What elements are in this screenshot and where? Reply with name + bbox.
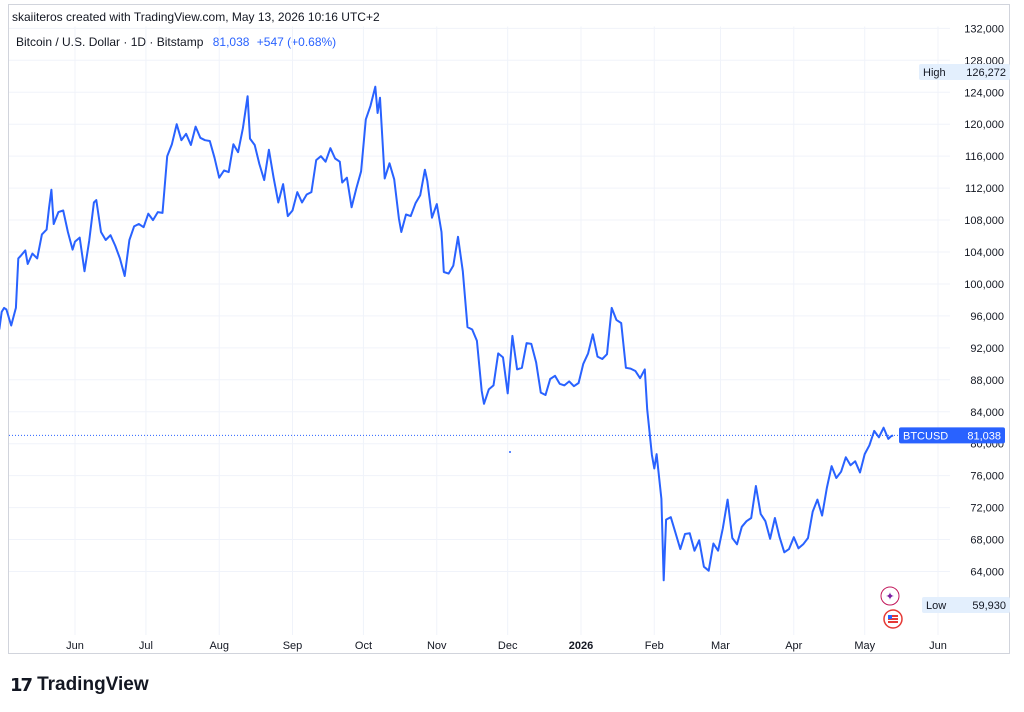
high-badge-label: High xyxy=(923,67,946,79)
y-tick-label: 104,000 xyxy=(964,247,1004,259)
y-tick-label: 92,000 xyxy=(970,343,1004,355)
legend-change: +547 (+0.68%) xyxy=(256,35,337,49)
high-badge-value: 126,272 xyxy=(966,67,1006,79)
tradingview-mark-icon: 17 xyxy=(10,674,33,696)
x-tick-label: Feb xyxy=(645,640,664,652)
grid-lines xyxy=(9,26,950,635)
x-tick-label: Jun xyxy=(66,640,84,652)
x-tick-label: Mar xyxy=(711,640,730,652)
x-tick-label: Aug xyxy=(209,640,229,652)
x-tick-label: Jun xyxy=(929,640,947,652)
symbol-title: Bitcoin / U.S. Dollar · 1D · Bitstamp xyxy=(16,35,204,49)
low-badge-bg xyxy=(922,597,1010,613)
chart-frame xyxy=(8,4,1010,654)
y-tick-label: 96,000 xyxy=(970,311,1004,323)
y-tick-label: 72,000 xyxy=(970,503,1004,515)
y-axis: 64,00068,00072,00076,00080,00084,00088,0… xyxy=(964,23,1004,578)
x-tick-label: Jul xyxy=(139,640,153,652)
x-tick-label: Apr xyxy=(785,640,802,652)
axis-badges: High 126,272 BTCUSD 81,038 Low 59,930 xyxy=(899,64,1010,613)
tradingview-logo[interactable]: 17 TradingView xyxy=(10,674,149,696)
y-tick-label: 84,000 xyxy=(970,407,1004,419)
x-tick-label: May xyxy=(854,640,875,652)
x-axis: Jun Jul Aug Sep Oct Nov Dec 2026 Feb Mar Apr May Jun xyxy=(66,640,947,652)
y-tick-label: 68,000 xyxy=(970,535,1004,547)
price-chart[interactable]: 64,00068,00072,00076,00080,00084,00088,0… xyxy=(0,0,1024,660)
y-tick-label: 116,000 xyxy=(965,151,1004,163)
marker-dot xyxy=(509,451,511,453)
x-tick-label: Dec xyxy=(498,640,518,652)
y-tick-label: 124,000 xyxy=(964,87,1004,99)
ai-sparkle-icon[interactable]: ✦ xyxy=(880,586,900,606)
y-tick-label: 112,000 xyxy=(965,183,1004,195)
symbol-legend: Bitcoin / U.S. Dollar · 1D · Bitstamp 81… xyxy=(16,35,336,49)
us-flag-icon[interactable] xyxy=(883,609,903,629)
high-badge-bg xyxy=(919,64,1010,80)
tradingview-wordmark: TradingView xyxy=(37,674,149,695)
legend-last-price: 81,038 xyxy=(212,35,250,49)
y-tick-label: 132,000 xyxy=(964,23,1004,35)
svg-text:✦: ✦ xyxy=(885,590,894,603)
y-tick-label: 100,000 xyxy=(964,279,1004,291)
y-tick-label: 120,000 xyxy=(964,119,1004,131)
price-series-line xyxy=(0,85,894,582)
x-tick-label: Oct xyxy=(355,640,372,652)
x-tick-label: Nov xyxy=(427,640,447,652)
last-price-badge-value: 81,038 xyxy=(967,430,1001,442)
y-tick-label: 64,000 xyxy=(970,567,1004,579)
low-badge-label: Low xyxy=(926,600,946,612)
y-tick-label: 76,000 xyxy=(970,471,1004,483)
x-tick-label: 2026 xyxy=(569,640,593,652)
y-tick-label: 88,000 xyxy=(970,375,1004,387)
low-badge-value: 59,930 xyxy=(972,600,1006,612)
last-price-badge-label: BTCUSD xyxy=(903,430,948,442)
last-price-badge-bg xyxy=(899,427,1005,444)
x-tick-label: Sep xyxy=(283,640,303,652)
y-tick-label: 108,000 xyxy=(964,215,1004,227)
chart-credit: skaiiteros created with TradingView.com,… xyxy=(12,10,380,24)
